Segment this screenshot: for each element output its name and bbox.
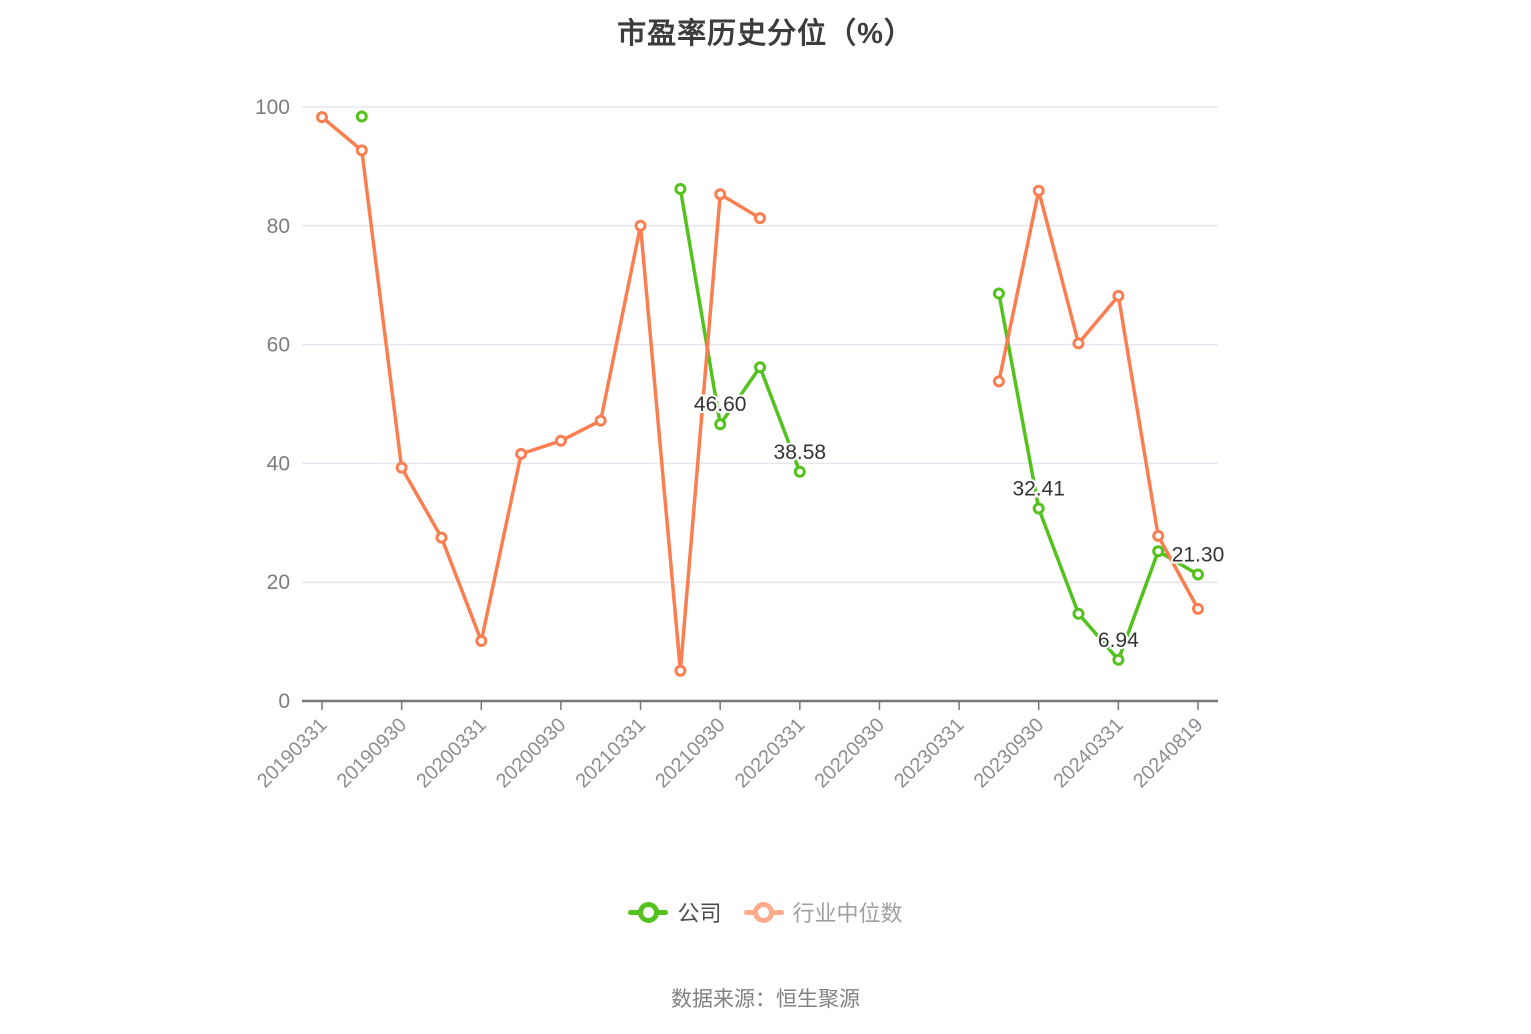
industry-median-point (435, 531, 448, 544)
legend-ring-icon (753, 901, 774, 923)
y-axis-label: 100 (255, 96, 290, 119)
x-axis-label: 20210331 (572, 714, 650, 792)
x-axis-label: 20190331 (253, 714, 331, 792)
x-axis-label: 20230930 (970, 714, 1048, 792)
industry-median-point (634, 219, 647, 232)
x-axis-label: 20210930 (651, 714, 729, 792)
company-point (1152, 545, 1165, 558)
y-axis-label: 20 (267, 571, 290, 594)
company-point (1192, 568, 1204, 581)
industry-median-point (1032, 184, 1045, 197)
industry-median-point (355, 144, 368, 157)
point-label: 21.30 (1172, 543, 1225, 566)
legend-label-industry-median: 行业中位数 (792, 901, 903, 926)
industry-median-point (1072, 337, 1085, 350)
company-point (1032, 502, 1045, 515)
point-label: 6.94 (1098, 629, 1139, 652)
company-point (1112, 653, 1125, 666)
company-point (355, 110, 368, 123)
y-axis-label: 40 (267, 452, 290, 475)
industry-median-point (1152, 529, 1165, 542)
data-source: 数据来源：恒生聚源 (671, 988, 860, 1011)
industry-median-point (714, 188, 727, 201)
x-axis-label: 20240819 (1129, 714, 1207, 792)
x-axis-label: 20190930 (333, 714, 411, 792)
industry-median-point (754, 212, 766, 225)
industry-median-point (515, 447, 528, 460)
x-axis-label: 20220331 (731, 714, 809, 792)
chart-title: 市盈率历史分位（%） (617, 18, 914, 50)
point-label: 46.60 (694, 393, 747, 416)
legend-item-company[interactable]: 公司 (628, 896, 722, 928)
industry-median-point (395, 461, 408, 474)
company-line (678, 187, 1200, 662)
industry-median-line-marker-icon (743, 901, 784, 923)
industry-median-point (1112, 289, 1125, 302)
industry-median-point (554, 434, 567, 447)
company-point (754, 361, 766, 374)
industry-median-line (320, 115, 1200, 673)
legend-ring-icon (637, 901, 659, 923)
x-axis-label: 20230331 (890, 714, 968, 792)
industry-median-point (316, 111, 328, 124)
industry-median-point (475, 635, 488, 647)
y-axis-label: 80 (267, 215, 290, 238)
company-line-marker-icon (628, 901, 669, 923)
point-label: 32.41 (1012, 477, 1065, 500)
company-point (674, 183, 687, 195)
pe-percentile-chart: 0 20 40 60 80 100 20190331 20190930 20200331 2020… (253, 96, 1226, 792)
x-axis-label: 20240331 (1049, 714, 1127, 792)
y-axis-label: 0 (278, 690, 290, 713)
industry-median-point (1192, 602, 1204, 615)
legend-label-company: 公司 (677, 901, 722, 926)
company-point (793, 465, 806, 478)
x-axis-label: 20200930 (492, 714, 570, 792)
legend: 公司 行业中位数 (0, 896, 1531, 928)
industry-median-point (992, 375, 1005, 388)
x-axis-label: 20220930 (811, 714, 889, 792)
company-point (714, 418, 727, 431)
industry-median-point (674, 664, 687, 677)
industry-median-point (594, 414, 607, 427)
y-axis-label: 60 (267, 334, 290, 357)
x-axis-label: 20200331 (412, 714, 490, 792)
company-point (1072, 607, 1085, 620)
point-label: 38.58 (774, 441, 827, 464)
legend-item-industry-median[interactable]: 行业中位数 (743, 896, 903, 928)
company-point (992, 287, 1005, 300)
